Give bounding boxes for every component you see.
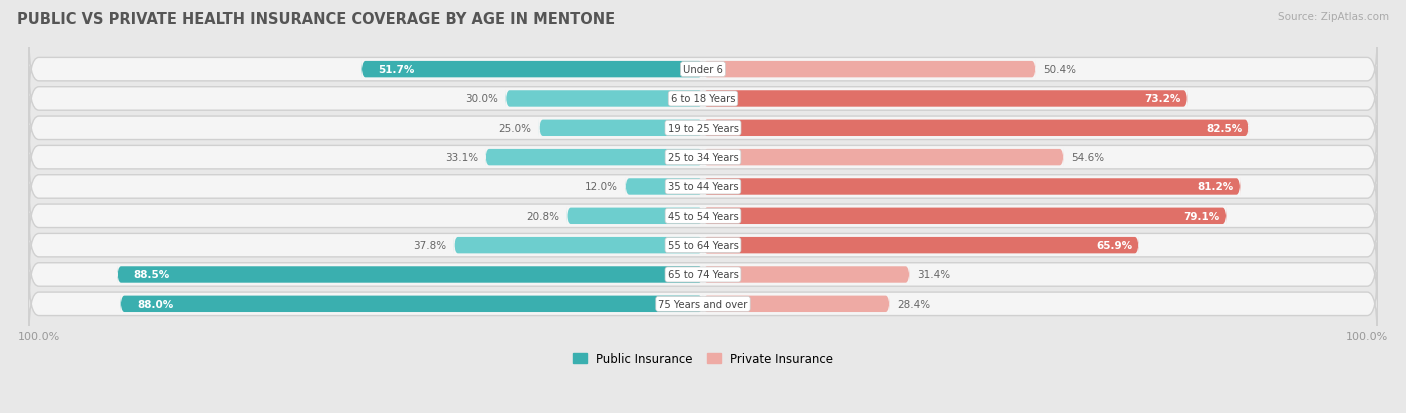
Text: 12.0%: 12.0% [585, 182, 619, 192]
FancyBboxPatch shape [117, 266, 703, 284]
Text: 82.5%: 82.5% [1206, 123, 1243, 133]
FancyBboxPatch shape [28, 242, 1378, 307]
FancyBboxPatch shape [703, 295, 890, 313]
FancyBboxPatch shape [703, 119, 1249, 138]
Text: 51.7%: 51.7% [378, 65, 415, 75]
FancyBboxPatch shape [703, 236, 1139, 255]
Text: Under 6: Under 6 [683, 65, 723, 75]
FancyBboxPatch shape [703, 178, 1240, 197]
Text: 25 to 34 Years: 25 to 34 Years [668, 153, 738, 163]
FancyBboxPatch shape [121, 295, 703, 313]
FancyBboxPatch shape [28, 67, 1378, 131]
FancyBboxPatch shape [538, 119, 703, 138]
FancyBboxPatch shape [28, 38, 1378, 102]
FancyBboxPatch shape [454, 236, 703, 255]
FancyBboxPatch shape [28, 214, 1378, 278]
FancyBboxPatch shape [28, 96, 1378, 161]
FancyBboxPatch shape [361, 61, 703, 79]
Text: 88.5%: 88.5% [134, 270, 170, 280]
Text: 19 to 25 Years: 19 to 25 Years [668, 123, 738, 133]
FancyBboxPatch shape [28, 155, 1378, 219]
Text: 88.0%: 88.0% [136, 299, 173, 309]
FancyBboxPatch shape [626, 178, 703, 197]
FancyBboxPatch shape [703, 90, 1187, 109]
FancyBboxPatch shape [28, 272, 1378, 336]
Text: 50.4%: 50.4% [1043, 65, 1076, 75]
Text: 65.9%: 65.9% [1097, 240, 1132, 251]
Text: 28.4%: 28.4% [897, 299, 931, 309]
FancyBboxPatch shape [28, 184, 1378, 249]
Text: 81.2%: 81.2% [1198, 182, 1233, 192]
FancyBboxPatch shape [485, 148, 703, 167]
Text: 37.8%: 37.8% [413, 240, 447, 251]
Text: 30.0%: 30.0% [465, 94, 498, 104]
FancyBboxPatch shape [28, 126, 1378, 190]
Text: 20.8%: 20.8% [526, 211, 560, 221]
Text: Source: ZipAtlas.com: Source: ZipAtlas.com [1278, 12, 1389, 22]
FancyBboxPatch shape [703, 266, 910, 284]
FancyBboxPatch shape [506, 90, 703, 109]
Text: 31.4%: 31.4% [917, 270, 950, 280]
Text: 75 Years and over: 75 Years and over [658, 299, 748, 309]
FancyBboxPatch shape [567, 207, 703, 225]
FancyBboxPatch shape [703, 148, 1064, 167]
Text: 45 to 54 Years: 45 to 54 Years [668, 211, 738, 221]
Text: 79.1%: 79.1% [1184, 211, 1220, 221]
Text: 25.0%: 25.0% [499, 123, 531, 133]
Legend: Public Insurance, Private Insurance: Public Insurance, Private Insurance [568, 348, 838, 370]
Text: PUBLIC VS PRIVATE HEALTH INSURANCE COVERAGE BY AGE IN MENTONE: PUBLIC VS PRIVATE HEALTH INSURANCE COVER… [17, 12, 614, 27]
Text: 6 to 18 Years: 6 to 18 Years [671, 94, 735, 104]
FancyBboxPatch shape [703, 61, 1036, 79]
Text: 65 to 74 Years: 65 to 74 Years [668, 270, 738, 280]
Text: 73.2%: 73.2% [1144, 94, 1181, 104]
Text: 33.1%: 33.1% [444, 153, 478, 163]
Text: 35 to 44 Years: 35 to 44 Years [668, 182, 738, 192]
Text: 55 to 64 Years: 55 to 64 Years [668, 240, 738, 251]
Text: 54.6%: 54.6% [1071, 153, 1104, 163]
FancyBboxPatch shape [703, 207, 1226, 225]
